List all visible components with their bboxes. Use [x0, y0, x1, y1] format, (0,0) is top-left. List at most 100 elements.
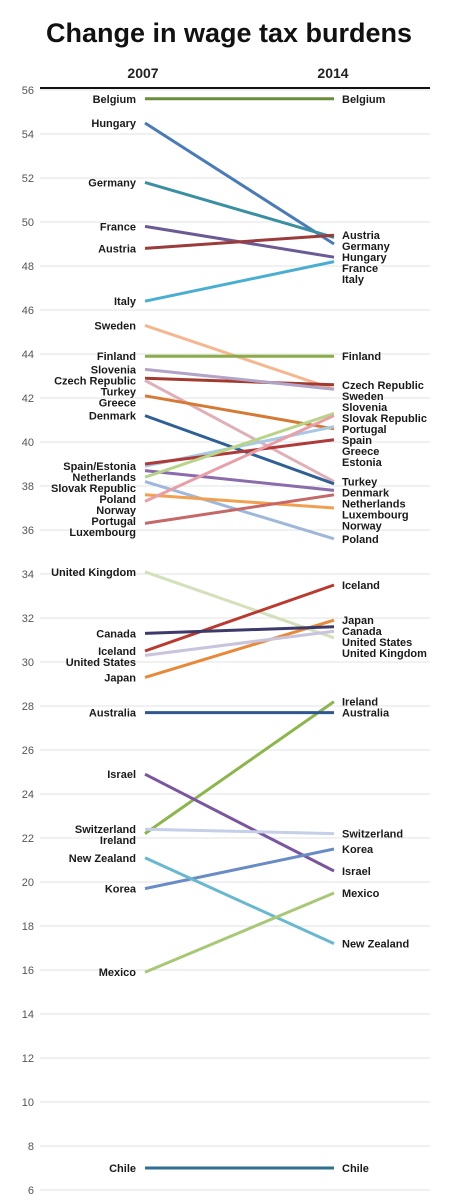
- label-2007-mexico: Mexico: [99, 967, 137, 979]
- y-tick-label: 28: [22, 701, 34, 713]
- series-line-mexico: [144, 891, 335, 974]
- label-2014-ireland: Ireland: [342, 697, 378, 709]
- label-2007-korea: Korea: [105, 884, 137, 896]
- series-line-portugal: [144, 414, 335, 503]
- label-2014-austria: Austria: [342, 230, 381, 242]
- label-2007-turkey: Turkey: [101, 386, 137, 398]
- label-2014-united-kingdom: United Kingdom: [342, 648, 427, 660]
- series-line-ireland: [144, 700, 335, 835]
- y-tick-label: 12: [22, 1053, 34, 1065]
- label-2007-united-states: United States: [66, 657, 136, 669]
- label-2007-finland: Finland: [97, 351, 136, 363]
- label-2007-hungary: Hungary: [91, 118, 137, 130]
- label-2014-canada: Canada: [342, 626, 383, 638]
- label-2014-iceland: Iceland: [342, 580, 380, 592]
- label-2007-sweden: Sweden: [94, 320, 136, 332]
- label-2014-mexico: Mexico: [342, 888, 380, 900]
- y-tick-label: 16: [22, 965, 34, 977]
- series-line-hungary: [144, 121, 335, 246]
- series-lines: [144, 97, 335, 1170]
- label-2014-france: France: [342, 263, 378, 275]
- series-line-united-states: [144, 629, 335, 657]
- label-2007-australia: Australia: [89, 708, 137, 720]
- label-2014-czech-republic: Czech Republic: [342, 380, 424, 392]
- y-tick-label: 42: [22, 393, 34, 405]
- label-2014-slovak-republic: Slovak Republic: [342, 413, 427, 425]
- y-tick-label: 44: [22, 349, 34, 361]
- series-line-luxembourg: [144, 493, 335, 525]
- y-tick-label: 30: [22, 657, 34, 669]
- label-2014-korea: Korea: [342, 844, 374, 856]
- label-2007-belgium: Belgium: [93, 94, 137, 106]
- label-2007-spain: Spain/Estonia: [63, 461, 137, 473]
- y-axis-ticks: 6 8 10 12 14 16 18 20 22 24 26 28 30 32 34 36 38 40 42 44 46…: [22, 85, 34, 1197]
- y-tick-label: 54: [22, 129, 34, 141]
- label-2007-ireland: Ireland: [100, 835, 136, 847]
- chart-title: Change in wage tax burdens: [46, 18, 412, 48]
- label-2014-chile: Chile: [342, 1163, 369, 1175]
- y-tick-label: 36: [22, 525, 34, 537]
- label-2014-new-zealand: New Zealand: [342, 939, 409, 951]
- series-line-korea: [144, 847, 335, 891]
- label-2014-italy: Italy: [342, 274, 365, 286]
- y-tick-label: 18: [22, 921, 34, 933]
- label-2014-israel: Israel: [342, 866, 371, 878]
- label-2014-estonia: Estonia: [342, 457, 383, 469]
- series-line-denmark: [144, 414, 335, 486]
- label-2014-greece: Greece: [342, 446, 379, 458]
- y-tick-label: 52: [22, 173, 34, 185]
- label-2007-slovenia: Slovenia: [91, 364, 137, 376]
- series-line-netherlands: [144, 469, 335, 492]
- series-line-japan: [144, 618, 335, 679]
- label-2007-netherlands: Netherlands: [72, 472, 136, 484]
- label-2014-poland: Poland: [342, 534, 379, 546]
- label-2014-slovenia: Slovenia: [342, 402, 388, 414]
- y-tick-label: 14: [22, 1009, 34, 1021]
- y-tick-label: 32: [22, 613, 34, 625]
- label-2007-austria: Austria: [98, 243, 137, 255]
- label-2014-netherlands: Netherlands: [342, 499, 406, 511]
- label-2007-chile: Chile: [109, 1163, 136, 1175]
- label-2014-spain: Spain: [342, 435, 372, 447]
- y-tick-label: 10: [22, 1097, 34, 1109]
- label-2014-germany: Germany: [342, 241, 391, 253]
- label-2014-finland: Finland: [342, 351, 381, 363]
- series-line-switzerland: [144, 827, 335, 836]
- y-tick-label: 6: [28, 1185, 34, 1197]
- year-label-2007: 2007: [127, 65, 158, 81]
- year-label-2014: 2014: [317, 65, 348, 81]
- series-line-turkey: [144, 379, 335, 483]
- label-2007-iceland: Iceland: [98, 646, 136, 658]
- y-tick-label: 50: [22, 217, 34, 229]
- label-2007-france: France: [100, 221, 136, 233]
- label-2014-japan: Japan: [342, 615, 374, 627]
- label-2014-hungary: Hungary: [342, 252, 388, 264]
- label-2007-italy: Italy: [114, 296, 137, 308]
- series-line-estonia: [144, 438, 335, 466]
- series-line-canada: [144, 625, 335, 635]
- y-tick-label: 24: [22, 789, 34, 801]
- label-2007-denmark: Denmark: [89, 411, 137, 423]
- label-2014-united-states: United States: [342, 637, 412, 649]
- y-tick-label: 38: [22, 481, 34, 493]
- y-tick-label: 40: [22, 437, 34, 449]
- series-line-slovenia: [144, 367, 335, 391]
- y-tick-label: 46: [22, 305, 34, 317]
- label-2007-new-zealand: New Zealand: [69, 853, 136, 865]
- label-2014-norway: Norway: [342, 521, 383, 533]
- label-2014-denmark: Denmark: [342, 488, 390, 500]
- label-2014-switzerland: Switzerland: [342, 829, 403, 841]
- label-2007-portugal: Portugal: [91, 516, 136, 528]
- label-2007-greece: Greece: [99, 397, 136, 409]
- label-2007-luxembourg: Luxembourg: [69, 527, 136, 539]
- label-2007-united-kingdom: United Kingdom: [51, 567, 136, 579]
- label-2014-sweden: Sweden: [342, 391, 384, 403]
- series-line-austria: [144, 233, 335, 250]
- label-2007-israel: Israel: [107, 769, 136, 781]
- series-line-new-zealand: [144, 856, 335, 945]
- series-line-norway: [144, 493, 335, 510]
- label-2007-switzerland: Switzerland: [75, 824, 136, 836]
- series-labels: BelgiumHungaryGermanyFranceAustriaItalyS…: [51, 94, 427, 1175]
- y-tick-label: 8: [28, 1141, 34, 1153]
